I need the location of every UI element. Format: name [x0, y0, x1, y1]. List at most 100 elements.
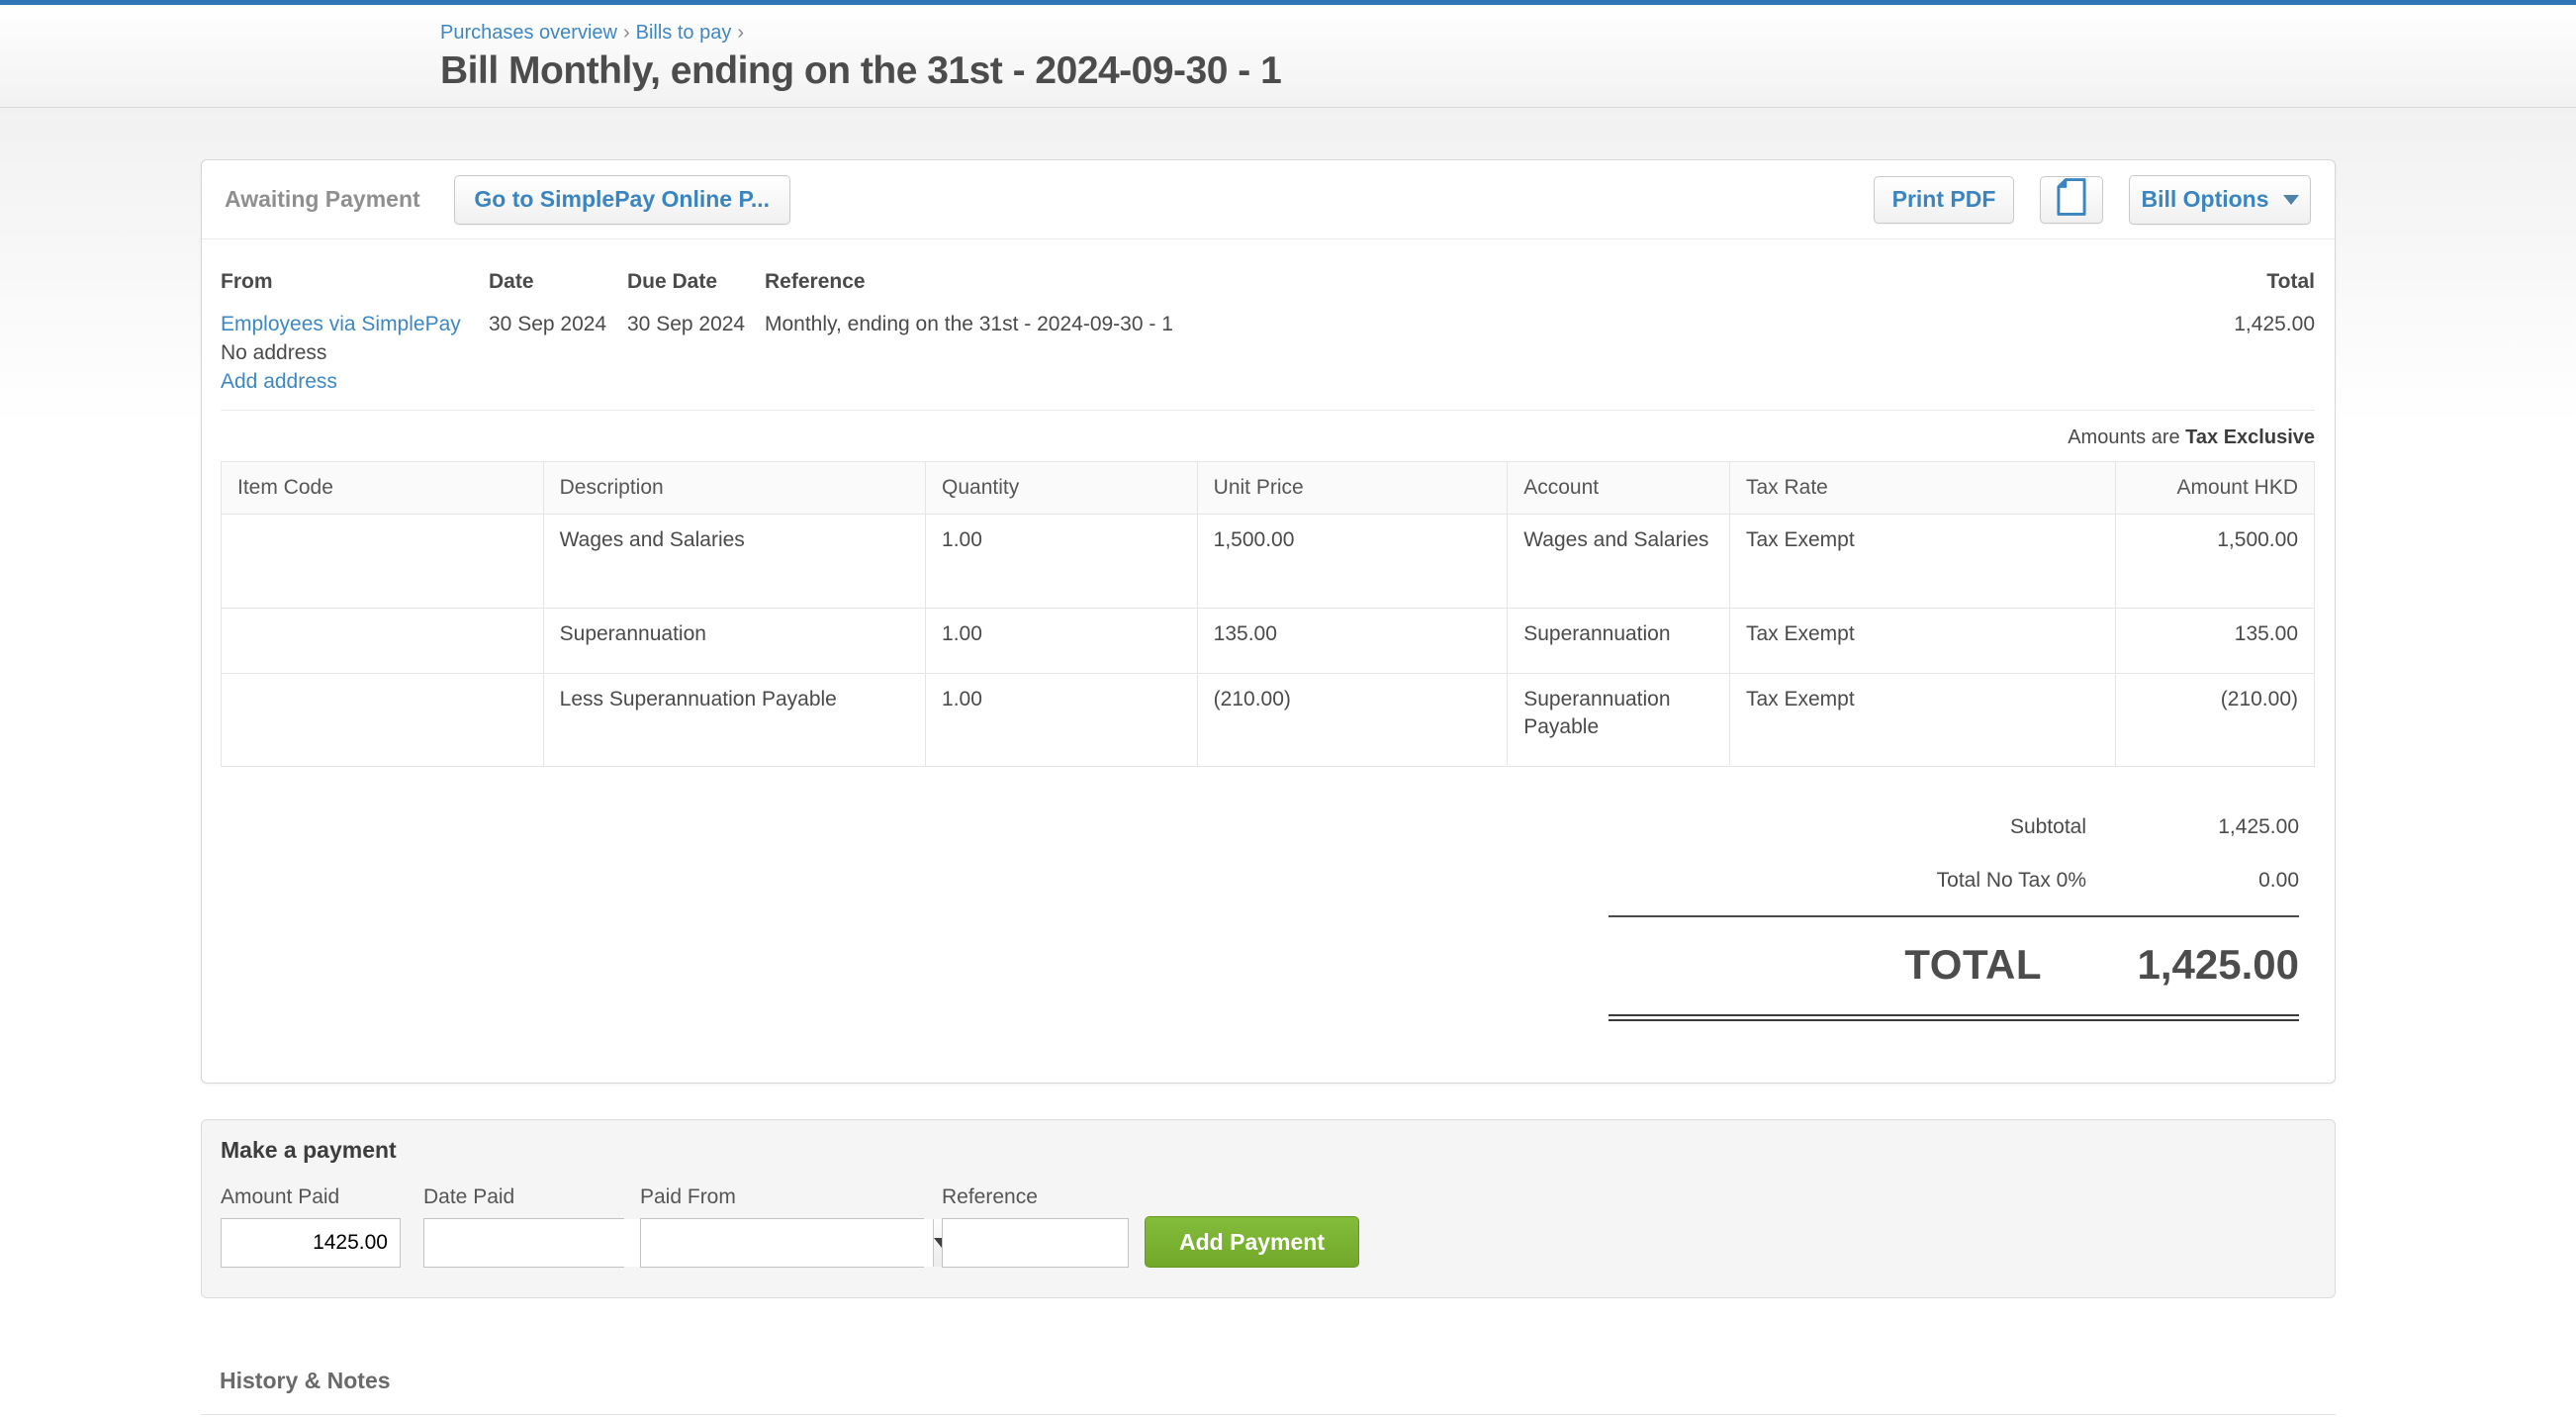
- amount-paid-field: Amount Paid: [221, 1185, 401, 1268]
- add-address-link[interactable]: Add address: [221, 370, 337, 393]
- col-header-tax-rate: Tax Rate: [1728, 461, 2116, 515]
- print-pdf-button[interactable]: Print PDF: [1874, 175, 2014, 224]
- col-header-unit-price: Unit Price: [1196, 461, 1509, 515]
- amount-paid-input[interactable]: [221, 1218, 401, 1268]
- copy-document-button[interactable]: [2040, 175, 2103, 224]
- cell-unit-price: 1,500.00: [1196, 514, 1509, 609]
- bill-date: 30 Sep 2024: [489, 313, 607, 335]
- grand-total-value: 1,425.00: [2137, 941, 2300, 988]
- date-paid-field: Date Paid: [423, 1185, 733, 1268]
- cell-description: Superannuation: [542, 608, 927, 674]
- amount-paid-label: Amount Paid: [221, 1185, 340, 1208]
- cell-quantity: 1.00: [925, 514, 1198, 609]
- document-icon: [2056, 177, 2087, 222]
- subtotal-value: 1,425.00: [2218, 815, 2299, 838]
- paid-from-combobox: [640, 1218, 950, 1268]
- subtotal-row: Subtotal 1,425.00: [1609, 801, 2299, 854]
- history-notes-heading: History & Notes: [220, 1368, 391, 1393]
- cell-tax-rate: Tax Exempt: [1728, 673, 2116, 767]
- totals-block: Subtotal 1,425.00 Total No Tax 0% 0.00 T…: [1609, 801, 2315, 1021]
- history-divider: [201, 1414, 2336, 1415]
- make-payment-heading: Make a payment: [221, 1137, 397, 1163]
- history-section: History & Notes: [201, 1368, 2336, 1415]
- go-to-simplepay-button[interactable]: Go to SimplePay Online P...: [453, 174, 790, 225]
- paid-from-label: Paid From: [640, 1185, 736, 1208]
- due-date-header: Due Date: [627, 270, 718, 293]
- add-payment-button[interactable]: Add Payment: [1145, 1216, 1359, 1268]
- col-header-quantity: Quantity: [925, 461, 1198, 515]
- paid-from-input[interactable]: [641, 1219, 933, 1267]
- grand-total-label: TOTAL: [1904, 941, 2042, 988]
- breadcrumb-bills-to-pay[interactable]: Bills to pay: [635, 22, 732, 44]
- cell-unit-price: 135.00: [1196, 608, 1509, 674]
- cell-item-code: [221, 608, 544, 674]
- page-content: Awaiting Payment Go to SimplePay Online …: [0, 108, 2576, 1421]
- chevron-down-icon: [2282, 194, 2299, 205]
- payment-reference-input[interactable]: [942, 1218, 1129, 1268]
- amounts-note-prefix: Amounts are: [2068, 426, 2180, 448]
- reference-header: Reference: [765, 270, 866, 293]
- make-payment-panel: Make a payment Amount Paid Date Paid Pai…: [201, 1119, 2336, 1298]
- from-contact: Employees via SimplePay: [221, 310, 489, 338]
- cell-item-code: [221, 673, 544, 767]
- col-header-amount: Amount HKD: [2114, 461, 2316, 515]
- cell-tax-rate: Tax Exempt: [1728, 514, 2116, 609]
- page-title: Bill Monthly, ending on the 31st - 2024-…: [440, 49, 1282, 92]
- col-header-item-code: Item Code: [221, 461, 544, 515]
- bill-total-amount: 1,425.00: [2234, 313, 2315, 335]
- bill-due-date: 30 Sep 2024: [627, 313, 746, 335]
- table-header-row: Item Code Description Quantity Unit Pric…: [221, 461, 2316, 515]
- cell-quantity: 1.00: [925, 608, 1198, 674]
- meta-divider: [221, 410, 2315, 411]
- cell-tax-rate: Tax Exempt: [1728, 608, 2116, 674]
- bill-status-bar: Awaiting Payment Go to SimplePay Online …: [202, 160, 2335, 239]
- top-accent-bar: [0, 0, 2576, 5]
- table-row: Superannuation 1.00 135.00 Superannuatio…: [221, 608, 2316, 674]
- paid-from-field: Paid From: [640, 1185, 950, 1268]
- bill-options-button[interactable]: Bill Options: [2129, 174, 2311, 225]
- cell-unit-price: (210.00): [1196, 673, 1509, 767]
- no-address-text: No address: [221, 341, 327, 364]
- cell-account: Superannuation Payable: [1507, 673, 1730, 767]
- cell-amount: (210.00): [2114, 673, 2316, 767]
- table-row: Wages and Salaries 1.00 1,500.00 Wages a…: [221, 514, 2316, 609]
- date-header: Date: [489, 270, 534, 293]
- bill-meta: From Date Due Date Reference Total Emplo…: [221, 267, 2315, 396]
- tax-total-value: 0.00: [2258, 869, 2299, 892]
- payment-form: Amount Paid Date Paid Paid From Referenc…: [221, 1185, 2315, 1268]
- bill-panel-body: From Date Due Date Reference Total Emplo…: [202, 239, 2335, 1083]
- date-paid-combobox: [423, 1218, 733, 1268]
- subtotal-label: Subtotal: [2009, 815, 2086, 838]
- tax-total-row: Total No Tax 0% 0.00: [1609, 854, 2299, 907]
- date-paid-label: Date Paid: [423, 1185, 515, 1208]
- cell-description: Less Superannuation Payable: [542, 673, 927, 767]
- cell-account: Superannuation: [1507, 608, 1730, 674]
- cell-item-code: [221, 514, 544, 609]
- breadcrumb-separator: ›: [737, 22, 745, 44]
- cell-quantity: 1.00: [925, 673, 1198, 767]
- bill-panel: Awaiting Payment Go to SimplePay Online …: [201, 159, 2336, 1084]
- breadcrumb-purchases-overview[interactable]: Purchases overview: [440, 22, 617, 44]
- contact-link[interactable]: Employees via SimplePay: [221, 313, 461, 335]
- payment-reference-field: Reference: [942, 1185, 1129, 1268]
- from-header: From: [221, 270, 273, 293]
- cell-amount: 135.00: [2114, 608, 2316, 674]
- cell-description: Wages and Salaries: [542, 514, 927, 609]
- bill-options-label: Bill Options: [2141, 186, 2269, 212]
- status-badge: Awaiting Payment: [225, 186, 420, 212]
- table-row: Less Superannuation Payable 1.00 (210.00…: [221, 673, 2316, 767]
- total-header: Total: [2266, 270, 2315, 293]
- col-header-account: Account: [1507, 461, 1730, 515]
- tax-total-label: Total No Tax 0%: [1936, 869, 2086, 892]
- cell-account: Wages and Salaries: [1507, 514, 1730, 609]
- amounts-note-mode: Tax Exclusive: [2185, 426, 2315, 448]
- line-items-table: Item Code Description Quantity Unit Pric…: [221, 461, 2316, 767]
- payment-reference-label: Reference: [942, 1185, 1038, 1208]
- grand-total-row: TOTAL 1,425.00: [1609, 915, 2299, 1021]
- breadcrumb-separator: ›: [622, 22, 630, 44]
- col-header-description: Description: [542, 461, 927, 515]
- breadcrumb: Purchases overview › Bills to pay ›: [440, 22, 2576, 45]
- page-header: Purchases overview › Bills to pay › Bill Mo…: [0, 5, 2576, 108]
- amounts-note: Amounts are Tax Exclusive: [221, 426, 2315, 449]
- cell-amount: 1,500.00: [2114, 514, 2316, 609]
